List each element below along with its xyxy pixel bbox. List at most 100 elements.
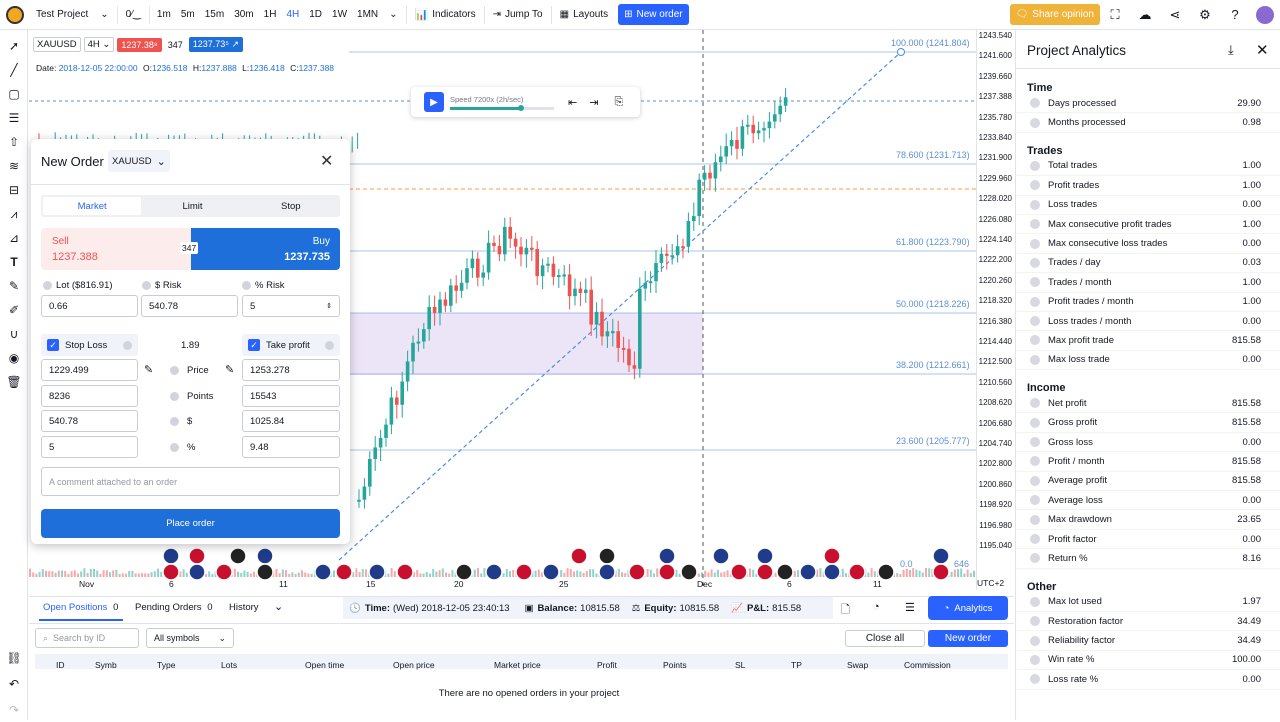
eye-icon[interactable]: ◉ (8, 351, 20, 365)
timeframe-1d[interactable]: 1D (309, 9, 323, 20)
stepper-icon[interactable]: ⇕ (326, 303, 332, 310)
download-icon[interactable]: ⤓ (1228, 42, 1234, 57)
tp-price-input[interactable]: 1253.278 (242, 359, 340, 381)
document-icon[interactable]: ☰ (905, 602, 915, 614)
speed-icon[interactable]: ◔ (873, 601, 880, 613)
tab-open-positions[interactable]: Open Positions 0 (43, 602, 118, 613)
undo-icon[interactable]: ↶ (8, 677, 20, 691)
timeframe-4h[interactable]: 4H (286, 9, 300, 20)
trash-icon[interactable]: 🗑 (6, 375, 22, 389)
column-header[interactable]: Open time (305, 660, 345, 670)
time-axis[interactable]: Nov 6 11 15 20 25 Dec 6 11 (29, 577, 976, 590)
sl-points-input[interactable]: 8236 (41, 385, 138, 407)
sl-picker-icon[interactable]: ✎ (144, 364, 154, 376)
gear-icon[interactable]: ⚙ (1199, 6, 1211, 22)
timeframe-15m[interactable]: 15m (204, 9, 225, 20)
tab-pending-orders[interactable]: Pending Orders 0 (135, 602, 212, 613)
timezone-label[interactable]: UTC+2 (977, 578, 1005, 588)
link-icon[interactable]: ⛓ (6, 651, 22, 665)
brush-icon[interactable]: ✎ (8, 279, 20, 293)
tp-picker-icon[interactable]: ✎ (225, 364, 235, 376)
timeframe-5m[interactable]: 5m (180, 9, 195, 20)
pct-risk-input[interactable]: 5 ⇕ (242, 295, 340, 317)
tp-points-input[interactable]: 15543 (242, 385, 340, 407)
pen-icon[interactable]: ✐ (8, 303, 20, 317)
measure-icon[interactable]: ⊟ (8, 183, 20, 197)
stop-loss-toggle[interactable]: ✓ Stop Loss (41, 334, 138, 356)
column-header[interactable]: ID (56, 660, 65, 670)
order-symbol-select[interactable]: XAUUSD ⌄ (108, 150, 170, 172)
tab-market[interactable]: Market (43, 197, 142, 215)
close-all-button[interactable]: Close all (845, 630, 925, 647)
column-header[interactable]: Type (157, 660, 176, 670)
avatar[interactable] (1250, 0, 1280, 30)
bottom-new-order-button[interactable]: New order (928, 630, 1008, 647)
timeframe-1m[interactable]: 1m (156, 9, 171, 20)
new-order-button[interactable]: ⊞ New order (618, 4, 689, 25)
channel-icon[interactable]: ≋ (8, 159, 20, 173)
sl-pct-input[interactable]: 5 (41, 436, 138, 458)
buy-button[interactable]: Buy 1237.735 (191, 228, 340, 270)
column-header[interactable]: Points (663, 660, 687, 670)
column-header[interactable]: Open price (393, 660, 435, 670)
speed-slider[interactable] (450, 104, 554, 111)
file-icon[interactable]: 🗋 (841, 604, 850, 616)
timeframe-1mn[interactable]: 1MN (357, 9, 379, 20)
column-header[interactable]: Market price (494, 660, 541, 670)
chart-type-button[interactable]: 0⁄‿ (120, 0, 147, 30)
projection-icon[interactable]: ⊿ (8, 231, 20, 245)
indicators-button[interactable]: 📊 Indicators (409, 0, 482, 30)
comment-field[interactable]: A comment attached to an order (41, 467, 340, 496)
lot-input[interactable]: 0.66 (41, 295, 138, 317)
step-back-icon[interactable]: ⇤ (568, 96, 578, 109)
tab-history[interactable]: History (229, 602, 259, 613)
column-header[interactable]: Lots (221, 660, 238, 670)
project-selector[interactable]: Test Project ⌄ (30, 0, 115, 30)
jump-to-button[interactable]: ⇥ Jump To (487, 0, 549, 30)
sl-dollar-input[interactable]: 540.78 (41, 410, 138, 432)
column-header[interactable]: Commission (904, 660, 951, 670)
sl-price-input[interactable]: 1229.499 (41, 359, 138, 381)
timeframe-1h[interactable]: 1H (263, 9, 277, 20)
magnet-icon[interactable]: ∪ (9, 327, 19, 341)
column-header[interactable]: TP (791, 660, 802, 670)
share-icon[interactable]: ⋖ (1169, 6, 1181, 22)
analytics-button[interactable]: ◔ Analytics (928, 596, 1008, 620)
close-icon[interactable]: ✕ (1256, 42, 1269, 59)
line-tool-icon[interactable]: ╱ (10, 63, 18, 77)
help-icon[interactable]: ? (1231, 7, 1239, 22)
step-forward-icon[interactable]: ⇥ (589, 96, 599, 109)
column-header[interactable]: SL (735, 660, 746, 670)
symbols-select[interactable]: All symbols ⌄ (146, 628, 234, 648)
tab-stop[interactable]: Stop (281, 200, 301, 212)
tab-limit[interactable]: Limit (182, 200, 203, 212)
cursor-icon[interactable]: ➚ (8, 39, 20, 53)
risk-input[interactable]: 540.78 (141, 295, 238, 317)
redo-icon[interactable]: ↷ (8, 703, 20, 717)
timeframe-1w[interactable]: 1W (332, 9, 348, 20)
layouts-button[interactable]: ▦ Layouts (554, 0, 614, 30)
search-input[interactable]: ⌕ Search by ID (35, 628, 139, 648)
place-order-button[interactable]: Place order (41, 509, 340, 538)
more-timeframes-button[interactable]: ⌄ (383, 0, 403, 30)
play-icon[interactable]: ▶ (424, 92, 444, 112)
pattern-icon[interactable]: ⩘ (10, 206, 18, 221)
symbol-label[interactable]: XAUUSD (33, 37, 81, 52)
column-header[interactable]: Profit (597, 660, 617, 670)
text-icon[interactable]: T (10, 255, 18, 269)
chevron-down-icon[interactable]: ⌄ (274, 601, 284, 613)
column-header[interactable]: Symb (95, 660, 117, 670)
interval-select[interactable]: 4H ⌄ (83, 37, 115, 52)
take-profit-toggle[interactable]: ✓ Take profit (242, 334, 340, 356)
fib-icon[interactable]: ☰ (8, 111, 20, 125)
exit-replay-icon[interactable]: ⎘ (614, 95, 624, 108)
sell-quote[interactable]: 1237.38⁸ (117, 37, 162, 52)
buy-quote[interactable]: 1237.73⁵ ↗ (188, 37, 244, 52)
price-axis[interactable]: 1243.540 1241.600 1239.660 1237.388 1235.780… (976, 30, 1014, 590)
tp-pct-input[interactable]: 9.48 (242, 436, 340, 458)
arrow-up-icon[interactable]: ⇧ (8, 135, 20, 149)
cloud-icon[interactable]: ☁ (1138, 6, 1152, 22)
sell-button[interactable]: Sell 1237.388 (41, 228, 191, 270)
screenshot-icon[interactable]: ⛶ (1110, 6, 1120, 22)
tp-dollar-input[interactable]: 1025.84 (242, 410, 340, 432)
